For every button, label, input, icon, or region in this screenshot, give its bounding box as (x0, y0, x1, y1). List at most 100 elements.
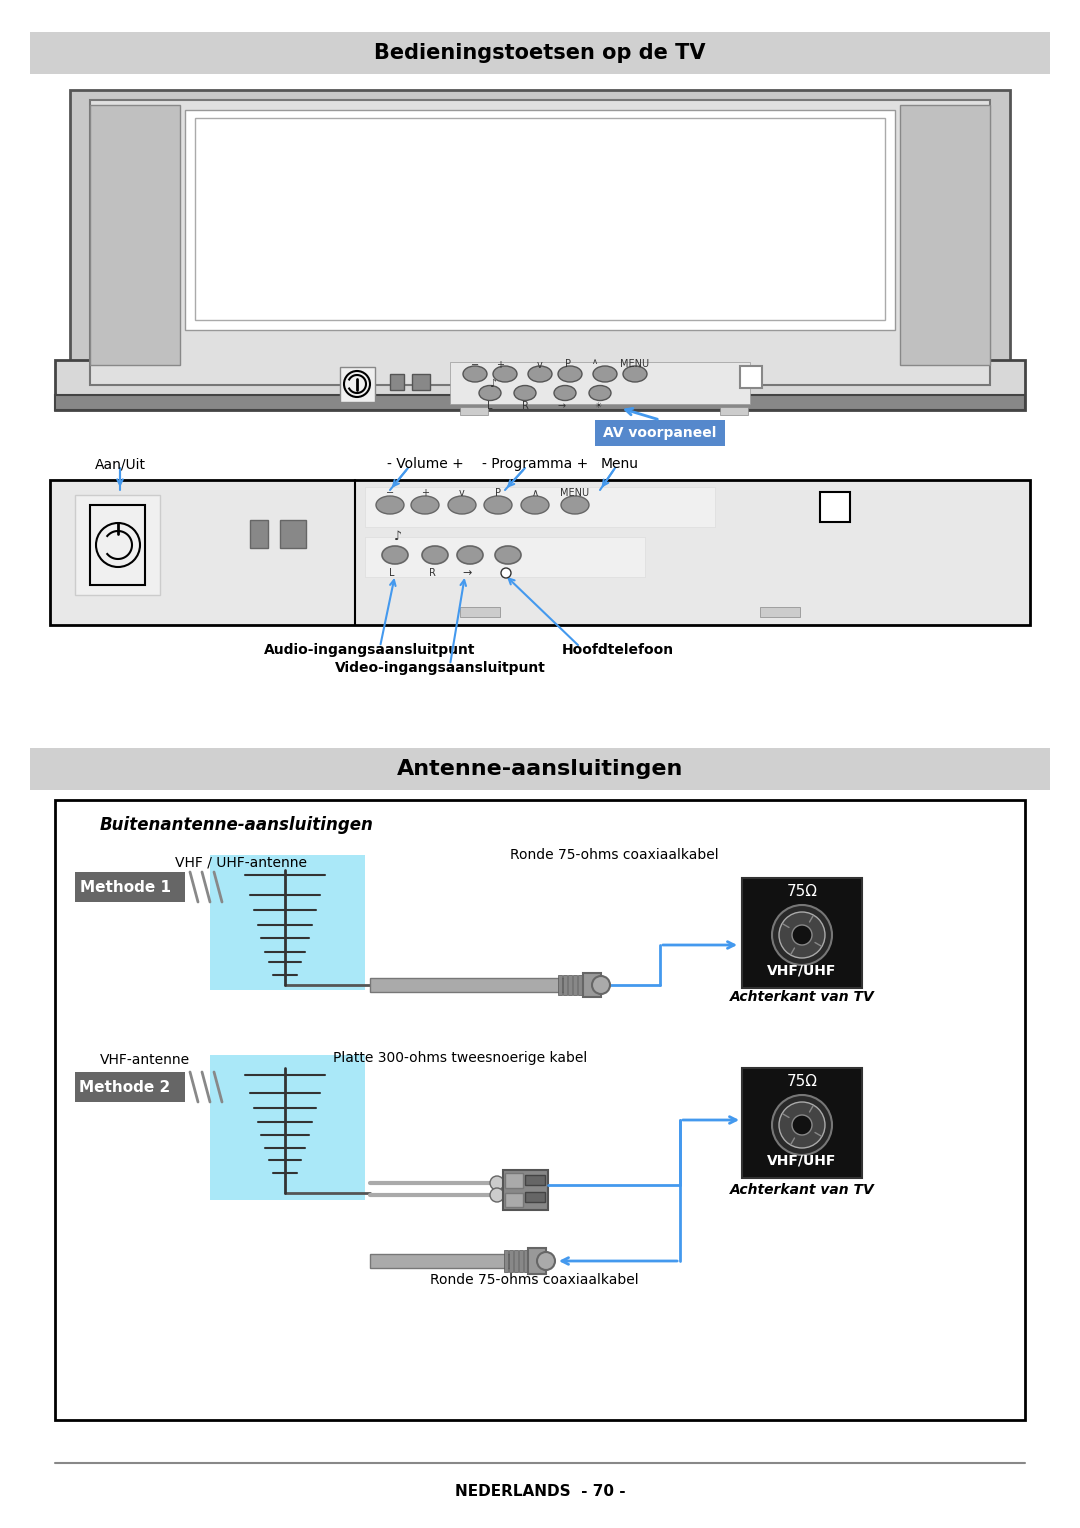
Bar (55, 801, 1025, 1420)
Ellipse shape (561, 497, 589, 513)
Bar (583, 973, 600, 996)
Text: Bedieningstoetsen op de TV: Bedieningstoetsen op de TV (375, 43, 705, 63)
Bar (503, 1170, 548, 1210)
Text: →: → (462, 568, 472, 578)
Bar (505, 1174, 523, 1187)
Bar (340, 367, 375, 402)
Bar (90, 99, 990, 385)
Bar (450, 362, 750, 403)
Ellipse shape (448, 497, 476, 513)
Bar (528, 1248, 546, 1274)
Text: MENU: MENU (561, 487, 590, 498)
Bar (558, 975, 562, 995)
Circle shape (490, 1187, 504, 1203)
Text: NEDERLANDS  - 70 -: NEDERLANDS - 70 - (455, 1485, 625, 1499)
Text: +: + (421, 487, 429, 498)
Circle shape (779, 912, 825, 958)
Bar (504, 1250, 508, 1271)
Ellipse shape (422, 545, 448, 564)
Text: v: v (459, 487, 464, 498)
Bar (210, 856, 365, 990)
Circle shape (792, 924, 812, 944)
Bar (740, 367, 762, 388)
Text: Aan/Uit: Aan/Uit (95, 457, 146, 471)
Bar (514, 1250, 518, 1271)
Text: Platte 300-ohms tweesnoerige kabel: Platte 300-ohms tweesnoerige kabel (333, 1051, 588, 1065)
Ellipse shape (521, 497, 549, 513)
Ellipse shape (558, 367, 582, 382)
Bar (742, 879, 862, 989)
Text: 75Ω: 75Ω (786, 885, 818, 900)
Text: - Programma +: - Programma + (482, 457, 589, 471)
Ellipse shape (484, 497, 512, 513)
Text: Antenne-aansluitingen: Antenne-aansluitingen (396, 759, 684, 779)
Text: VHF/UHF: VHF/UHF (767, 1154, 837, 1167)
Ellipse shape (593, 367, 617, 382)
Circle shape (537, 1251, 555, 1270)
Text: ∧: ∧ (592, 358, 598, 367)
Text: Ronde 75-ohms coaxiaalkabel: Ronde 75-ohms coaxiaalkabel (510, 848, 718, 862)
Ellipse shape (480, 385, 501, 400)
Text: Ronde 75-ohms coaxiaalkabel: Ronde 75-ohms coaxiaalkabel (430, 1273, 638, 1287)
Text: VHF / UHF-antenne: VHF / UHF-antenne (175, 856, 307, 869)
Bar (75, 872, 185, 902)
Text: Methode 2: Methode 2 (79, 1079, 171, 1094)
Text: VHF-antenne: VHF-antenne (100, 1053, 190, 1067)
Bar (280, 520, 306, 549)
Text: →: → (558, 400, 566, 411)
Text: ♪: ♪ (489, 379, 497, 390)
Bar (720, 406, 748, 416)
Text: Achterkant van TV: Achterkant van TV (730, 990, 875, 1004)
Circle shape (772, 1096, 832, 1155)
Bar (742, 1068, 862, 1178)
Bar (568, 975, 572, 995)
Text: P: P (565, 359, 571, 368)
Bar (210, 1054, 365, 1199)
Bar (578, 975, 582, 995)
Bar (524, 1250, 528, 1271)
Ellipse shape (495, 545, 521, 564)
Text: ☀: ☀ (594, 402, 602, 411)
Bar (525, 1192, 545, 1203)
Circle shape (96, 523, 140, 567)
Circle shape (490, 1177, 504, 1190)
Text: Buitenantenne-aansluitingen: Buitenantenne-aansluitingen (100, 816, 374, 834)
Bar (50, 480, 1030, 625)
Text: R: R (522, 400, 528, 411)
Bar (509, 1250, 513, 1271)
Text: Methode 1: Methode 1 (80, 880, 171, 894)
Bar (30, 749, 1050, 790)
Bar (390, 374, 404, 390)
Text: +: + (496, 361, 504, 370)
Bar (185, 110, 895, 330)
Bar (75, 1073, 185, 1102)
Bar (820, 492, 850, 523)
Bar (90, 504, 145, 585)
Circle shape (772, 905, 832, 966)
Bar (365, 536, 645, 578)
Text: Video-ingangsaansluitpunt: Video-ingangsaansluitpunt (335, 662, 545, 675)
Bar (90, 105, 180, 365)
Bar (370, 978, 565, 992)
Text: v: v (537, 361, 543, 370)
Text: R: R (429, 568, 435, 578)
Bar (75, 495, 160, 594)
Bar (595, 420, 725, 446)
Bar (70, 90, 1010, 400)
Ellipse shape (623, 367, 647, 382)
Text: 75Ω: 75Ω (786, 1074, 818, 1089)
Bar (573, 975, 577, 995)
Bar (760, 607, 800, 617)
Circle shape (592, 976, 610, 995)
Ellipse shape (554, 385, 576, 400)
Circle shape (501, 568, 511, 578)
Text: L: L (487, 400, 492, 411)
Text: VHF/UHF: VHF/UHF (767, 963, 837, 976)
Bar (365, 487, 715, 527)
Bar (249, 520, 268, 549)
Ellipse shape (492, 367, 517, 382)
Bar (563, 975, 567, 995)
Text: Hoofdtelefoon: Hoofdtelefoon (562, 643, 674, 657)
Bar (900, 105, 990, 365)
Bar (55, 361, 1025, 410)
